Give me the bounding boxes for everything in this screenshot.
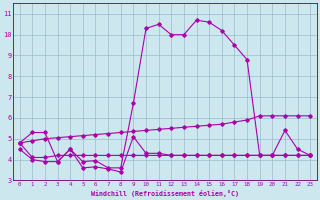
X-axis label: Windchill (Refroidissement éolien,°C): Windchill (Refroidissement éolien,°C)	[91, 190, 239, 197]
